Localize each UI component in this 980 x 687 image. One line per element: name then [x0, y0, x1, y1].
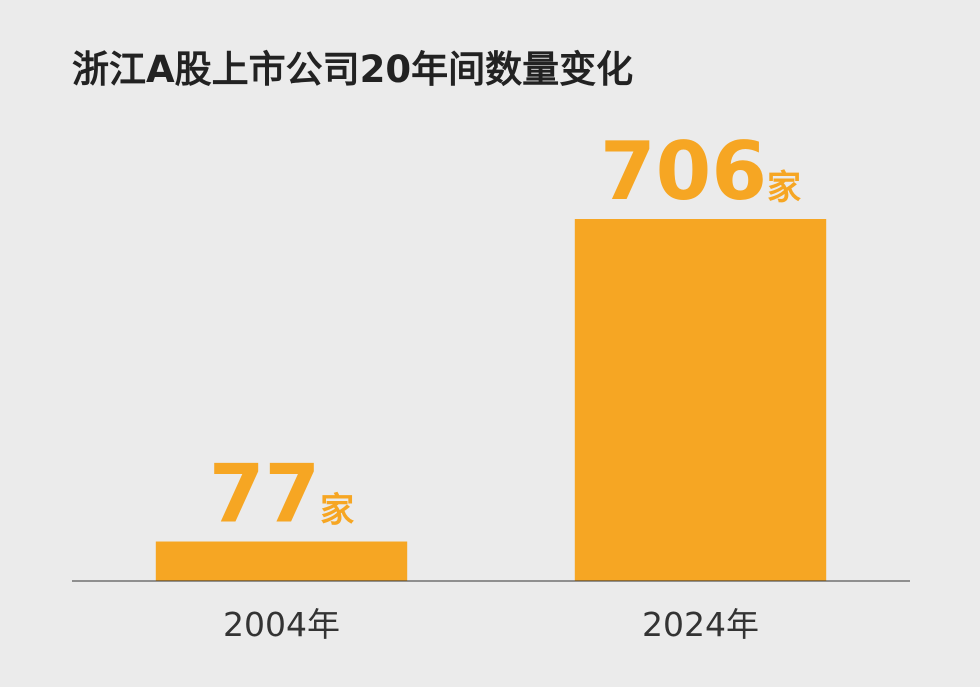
bar — [155, 541, 408, 581]
chart-title: 浙江A股上市公司20年间数量变化 — [72, 48, 633, 91]
value-label: 706家 — [600, 125, 801, 218]
value-label: 77家 — [209, 448, 354, 541]
x-tick-label: 2024年 — [642, 605, 759, 644]
x-tick-label: 2004年 — [223, 605, 340, 644]
bar — [574, 219, 827, 581]
